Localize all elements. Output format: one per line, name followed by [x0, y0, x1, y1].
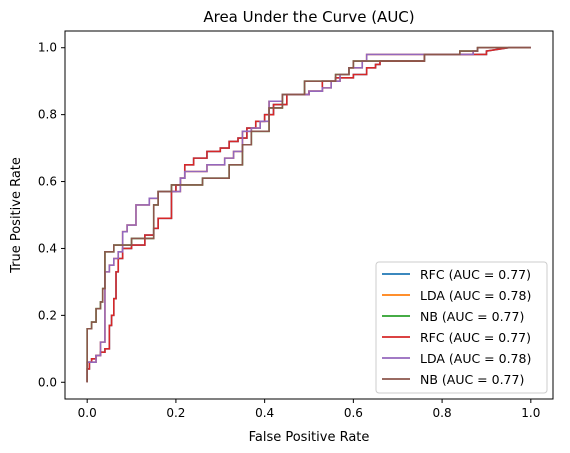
legend-label-1: LDA (AUC = 0.78) [420, 288, 531, 303]
axis-ticks: 0.0 0.2 0.4 0.6 0.8 1.0 0.0 0.2 0.4 0.6 0.8 1.0 [38, 41, 540, 420]
series-line-5 [86, 46, 531, 383]
legend-label-0: RFC (AUC = 0.77) [420, 267, 531, 282]
x-tick-label: 0.6 [344, 406, 363, 420]
x-tick-label: 0.0 [78, 406, 97, 420]
y-tick-label: 0.4 [38, 241, 57, 255]
x-tick-label: 0.8 [433, 406, 452, 420]
y-tick-label: 0.6 [38, 175, 57, 189]
x-axis-label: False Positive Rate [249, 430, 370, 445]
legend-label-4: LDA (AUC = 0.78) [420, 351, 531, 366]
y-axis-label: True Positive Rate [9, 157, 24, 274]
legend-label-5: NB (AUC = 0.77) [420, 372, 524, 387]
y-tick-label: 0.8 [38, 108, 57, 122]
y-tick-label: 0.2 [38, 308, 57, 322]
x-tick-label: 0.2 [166, 406, 185, 420]
legend: RFC (AUC = 0.77) LDA (AUC = 0.78) NB (AUC … [375, 261, 548, 394]
plot-area [86, 46, 531, 383]
y-tick-label: 1.0 [38, 41, 57, 55]
legend-label-3: RFC (AUC = 0.77) [420, 330, 531, 345]
series-line-3 [86, 46, 531, 383]
axes-frame [64, 30, 554, 400]
y-tick-label: 0.0 [38, 375, 57, 389]
chart-title: Area Under the Curve (AUC) [203, 8, 414, 26]
legend-label-2: NB (AUC = 0.77) [420, 309, 524, 324]
legend-box [375, 261, 548, 394]
x-tick-label: 1.0 [521, 406, 540, 420]
x-tick-label: 0.4 [255, 406, 274, 420]
